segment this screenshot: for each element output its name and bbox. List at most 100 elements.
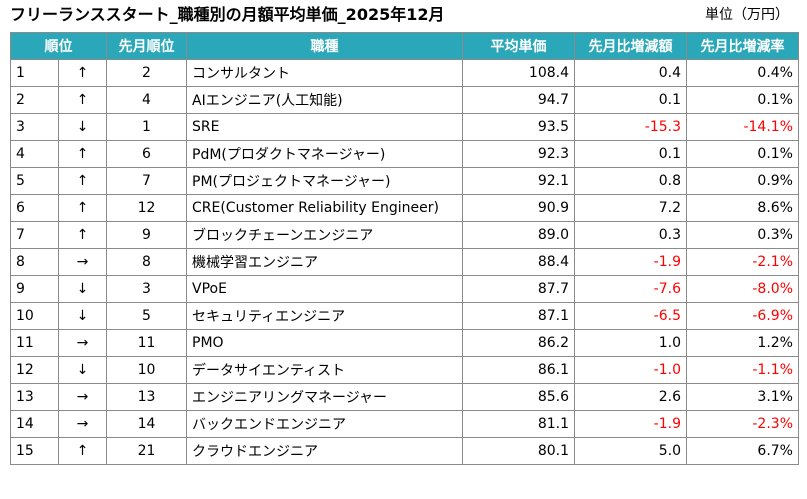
diff-amount-cell: 0.1 — [574, 86, 687, 114]
diff-rate-cell: 8.6% — [686, 194, 799, 222]
diff-rate-cell: 0.4% — [686, 59, 799, 87]
rank-cell: 1 — [10, 59, 59, 87]
diff-amount-cell: -6.5 — [574, 302, 687, 330]
prev-rank-cell: 2 — [106, 59, 187, 87]
table-row: 7 ↑ 9 ブロックチェーンエンジニア 89.0 0.3 0.3% — [10, 221, 799, 249]
trend-arrow-icon: ↑ — [58, 167, 107, 195]
diff-rate-cell: -8.0% — [686, 275, 799, 303]
average-price-cell: 92.3 — [462, 140, 575, 168]
average-price-cell: 87.1 — [462, 302, 575, 330]
rank-cell: 5 — [10, 167, 59, 195]
trend-arrow-icon: ↓ — [58, 113, 107, 141]
diff-rate-cell: 0.9% — [686, 167, 799, 195]
job-name-cell: セキュリティエンジニア — [186, 302, 463, 330]
table-row: 2 ↑ 4 AIエンジニア(人工知能) 94.7 0.1 0.1% — [10, 86, 799, 114]
diff-rate-cell: -14.1% — [686, 113, 799, 141]
diff-rate-cell: -6.9% — [686, 302, 799, 330]
average-price-cell: 92.1 — [462, 167, 575, 195]
trend-arrow-icon: ↓ — [58, 302, 107, 330]
prev-rank-cell: 14 — [106, 410, 187, 438]
job-name-cell: エンジニアリングマネージャー — [186, 383, 463, 411]
table-row: 4 ↑ 6 PdM(プロダクトマネージャー) 92.3 0.1 0.1% — [10, 140, 799, 168]
prev-rank-cell: 9 — [106, 221, 187, 249]
rank-cell: 9 — [10, 275, 59, 303]
rank-cell: 13 — [10, 383, 59, 411]
diff-amount-cell: 0.1 — [574, 140, 687, 168]
prev-rank-cell: 11 — [106, 329, 187, 357]
diff-rate-cell: 0.1% — [686, 86, 799, 114]
rank-cell: 8 — [10, 248, 59, 276]
prev-rank-cell: 7 — [106, 167, 187, 195]
diff-rate-cell: 0.1% — [686, 140, 799, 168]
diff-rate-cell: -2.1% — [686, 248, 799, 276]
diff-amount-cell: 1.0 — [574, 329, 687, 357]
trend-arrow-icon: ↑ — [58, 86, 107, 114]
prev-rank-cell: 5 — [106, 302, 187, 330]
table-row: 5 ↑ 7 PM(プロジェクトマネージャー) 92.1 0.8 0.9% — [10, 167, 799, 195]
rank-cell: 2 — [10, 86, 59, 114]
diff-amount-cell: -1.0 — [574, 356, 687, 384]
average-price-cell: 87.7 — [462, 275, 575, 303]
job-name-cell: AIエンジニア(人工知能) — [186, 86, 463, 114]
average-price-cell: 85.6 — [462, 383, 575, 411]
job-name-cell: CRE(Customer Reliability Engineer) — [186, 194, 463, 222]
average-price-cell: 89.0 — [462, 221, 575, 249]
average-price-cell: 88.4 — [462, 248, 575, 276]
average-price-cell: 90.9 — [462, 194, 575, 222]
job-name-cell: バックエンドエンジニア — [186, 410, 463, 438]
diff-amount-cell: 5.0 — [574, 437, 687, 465]
diff-amount-cell: -1.9 — [574, 248, 687, 276]
prev-rank-cell: 6 — [106, 140, 187, 168]
job-name-cell: 機械学習エンジニア — [186, 248, 463, 276]
job-name-cell: ブロックチェーンエンジニア — [186, 221, 463, 249]
table-row: 14 → 14 バックエンドエンジニア 81.1 -1.9 -2.3% — [10, 410, 799, 438]
table-row: 11 → 11 PMO 86.2 1.0 1.2% — [10, 329, 799, 357]
rank-cell: 3 — [10, 113, 59, 141]
header-job: 職種 — [186, 32, 463, 60]
diff-amount-cell: 0.8 — [574, 167, 687, 195]
average-price-cell: 80.1 — [462, 437, 575, 465]
table-body: 1 ↑ 2 コンサルタント 108.4 0.4 0.4% 2 ↑ 4 AIエンジニア(人工知能) 94… — [10, 59, 799, 465]
trend-arrow-icon: ↑ — [58, 194, 107, 222]
rank-cell: 7 — [10, 221, 59, 249]
prev-rank-cell: 4 — [106, 86, 187, 114]
table-row: 9 ↓ 3 VPoE 87.7 -7.6 -8.0% — [10, 275, 799, 303]
diff-amount-cell: 0.3 — [574, 221, 687, 249]
diff-rate-cell: -2.3% — [686, 410, 799, 438]
prev-rank-cell: 21 — [106, 437, 187, 465]
table-row: 6 ↑ 12 CRE(Customer Reliability Engineer) 90… — [10, 194, 799, 222]
header-prev-rank: 先月順位 — [106, 32, 187, 60]
trend-arrow-icon: → — [58, 329, 107, 357]
diff-amount-cell: 0.4 — [574, 59, 687, 87]
trend-arrow-icon: ↑ — [58, 437, 107, 465]
job-name-cell: PM(プロジェクトマネージャー) — [186, 167, 463, 195]
trend-arrow-icon: ↑ — [58, 140, 107, 168]
diff-rate-cell: 6.7% — [686, 437, 799, 465]
table-row: 3 ↓ 1 SRE 93.5 -15.3 -14.1% — [10, 113, 799, 141]
rank-cell: 14 — [10, 410, 59, 438]
job-name-cell: SRE — [186, 113, 463, 141]
job-name-cell: データサイエンティスト — [186, 356, 463, 384]
prev-rank-cell: 1 — [106, 113, 187, 141]
table-row: 1 ↑ 2 コンサルタント 108.4 0.4 0.4% — [10, 59, 799, 87]
rank-cell: 10 — [10, 302, 59, 330]
diff-rate-cell: 3.1% — [686, 383, 799, 411]
trend-arrow-icon: → — [58, 248, 107, 276]
rank-cell: 6 — [10, 194, 59, 222]
diff-amount-cell: 2.6 — [574, 383, 687, 411]
trend-arrow-icon: ↑ — [58, 221, 107, 249]
rank-cell: 12 — [10, 356, 59, 384]
prev-rank-cell: 12 — [106, 194, 187, 222]
average-price-cell: 108.4 — [462, 59, 575, 87]
header-rank: 順位 — [10, 32, 107, 60]
job-name-cell: コンサルタント — [186, 59, 463, 87]
job-name-cell: PMO — [186, 329, 463, 357]
prev-rank-cell: 10 — [106, 356, 187, 384]
trend-arrow-icon: → — [58, 383, 107, 411]
trend-arrow-icon: ↓ — [58, 275, 107, 303]
trend-arrow-icon: → — [58, 410, 107, 438]
average-price-cell: 86.1 — [462, 356, 575, 384]
table-row: 13 → 13 エンジニアリングマネージャー 85.6 2.6 3.1% — [10, 383, 799, 411]
rank-cell: 15 — [10, 437, 59, 465]
